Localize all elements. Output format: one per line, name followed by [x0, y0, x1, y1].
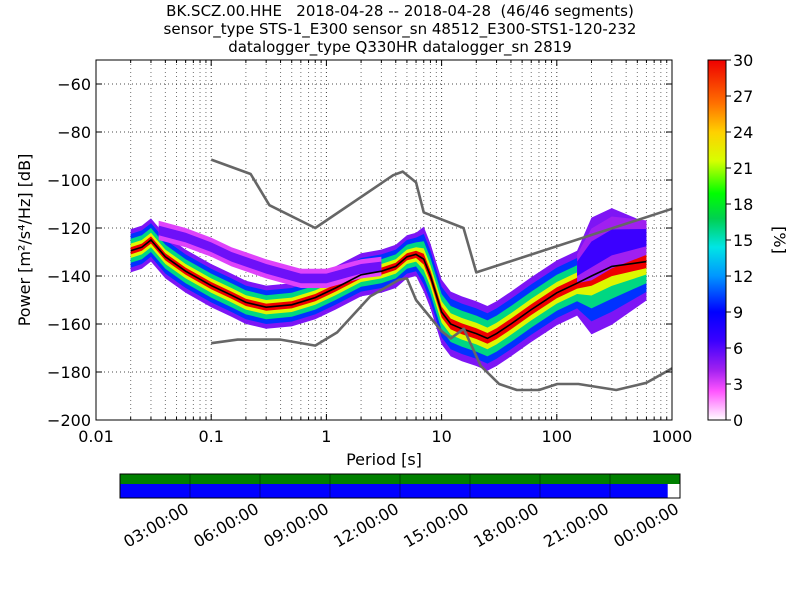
- time-tick-label: 12:00:00: [330, 499, 402, 551]
- coverage-bar-bottom: [120, 484, 668, 498]
- x-axis-label: Period [s]: [346, 450, 422, 469]
- colorbar-tick-label: 0: [733, 411, 743, 430]
- y-tick-label: −100: [47, 171, 91, 190]
- x-tick-label: 100: [542, 427, 573, 446]
- chart-title-line-3: datalogger_type Q330HR datalogger_sn 281…: [228, 38, 572, 56]
- density-band: [158, 225, 382, 284]
- colorbar-tick-label: 9: [733, 303, 743, 322]
- colorbar-tick-label: 15: [733, 231, 753, 250]
- density-band: [130, 236, 647, 344]
- coverage-bar-frame: [119, 473, 681, 499]
- coverage-bar-top: [120, 474, 680, 484]
- low-noise-model-curve: [211, 277, 672, 392]
- time-tick-label: 21:00:00: [540, 499, 612, 551]
- time-tick-label: 09:00:00: [260, 499, 332, 551]
- colorbar-tick-label: 12: [733, 267, 753, 286]
- y-axis-ticks: −200 −180 −160 −140 −120 −100 −80 −60: [47, 75, 672, 430]
- colorbar-tick-label: 27: [733, 87, 753, 106]
- colorbar-tick-label: 24: [733, 123, 753, 142]
- noise-models: [130, 158, 672, 392]
- chart-title-line-1: BK.SCZ.00.HHE 2018-04-28 -- 2018-04-28 (…: [166, 2, 634, 20]
- y-tick-label: −140: [47, 267, 91, 286]
- x-tick-label: 0.01: [78, 427, 114, 446]
- colorbar-tick-label: 21: [733, 159, 753, 178]
- time-tick-label: 18:00:00: [470, 499, 542, 551]
- y-axis-label: Power [m²/s⁴/Hz] [dB]: [15, 154, 34, 327]
- colorbar-tick-label: 3: [733, 375, 743, 394]
- y-tick-label: −80: [57, 123, 91, 142]
- colorbar-label: [%]: [770, 226, 789, 254]
- x-tick-label: 1000: [652, 427, 693, 446]
- y-tick-label: −180: [47, 363, 91, 382]
- x-tick-label: 0.1: [198, 427, 223, 446]
- colorbar-tick-label: 6: [733, 339, 743, 358]
- y-tick-label: −160: [47, 315, 91, 334]
- mode-curve: [130, 238, 647, 340]
- y-tick-label: −120: [47, 219, 91, 238]
- colorbar-gradient: [707, 59, 727, 421]
- y-tick-label: −200: [47, 411, 91, 430]
- x-tick-label: 1: [321, 427, 331, 446]
- time-tick-label: 00:00:00: [610, 499, 682, 551]
- data-coverage-bar: 03:00:0006:00:0009:00:0012:00:0015:00:00…: [119, 473, 682, 551]
- plot-frame: [95, 59, 673, 421]
- time-tick-label: 15:00:00: [400, 499, 472, 551]
- y-tick-label: −60: [57, 75, 91, 94]
- x-axis-ticks: 0.01 0.1 1 10 100 1000: [78, 60, 692, 446]
- x-tick-label: 10: [431, 427, 451, 446]
- colorbar-tick-label: 30: [733, 51, 753, 70]
- density-band: [577, 228, 647, 276]
- psd-plot-area: 0.01 0.1 1 10 100 1000 −200 −180 −160 −140 −120 −1…: [15, 59, 692, 469]
- colorbar-ticks: 0 3 6 9 12 15 18 21 24 27 30: [726, 51, 753, 430]
- colorbar: 0 3 6 9 12 15 18 21 24 27 30 [%]: [707, 51, 789, 430]
- time-tick-label: 06:00:00: [190, 499, 262, 551]
- colorbar-tick-label: 18: [733, 195, 753, 214]
- high-noise-model-curve: [210, 158, 672, 274]
- time-tick-label: 03:00:00: [120, 499, 192, 551]
- density-band: [158, 220, 382, 288]
- chart-title-line-2: sensor_type STS-1_E300 sensor_sn 48512_E…: [163, 20, 637, 38]
